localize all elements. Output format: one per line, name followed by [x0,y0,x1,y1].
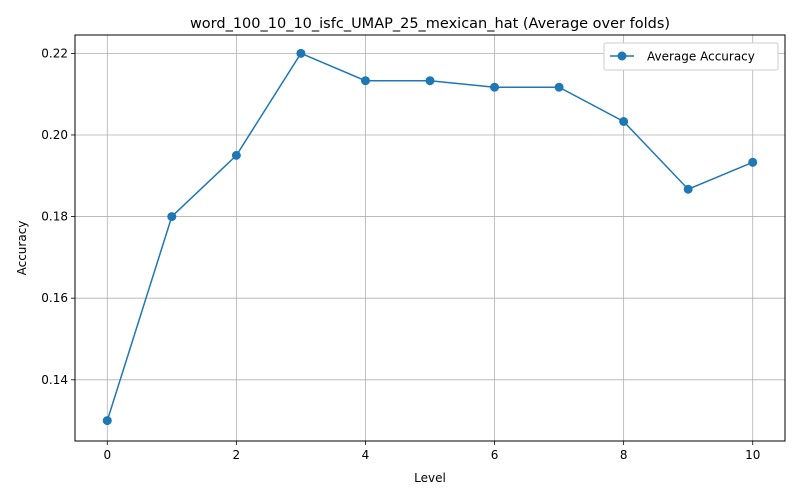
data-point [683,184,693,194]
legend: Average Accuracy [603,42,779,71]
x-tick-label: 6 [491,448,499,462]
data-point [425,76,435,86]
y-axis-label: Accuracy [15,221,29,276]
axis-ticks: 0 2 4 6 8 10 0.14 0.16 0.18 0.20 0.22 [41,46,760,462]
x-axis-label: Level [414,471,446,485]
x-tick-label: 0 [103,448,111,462]
data-point [360,76,370,86]
data-point [490,82,500,92]
grid [75,35,785,441]
data-point [231,150,241,160]
x-tick-label: 4 [362,448,370,462]
data-point [748,157,758,167]
x-tick-label: 8 [620,448,628,462]
y-tick-label: 0.14 [41,373,68,387]
data-point [102,416,112,426]
plot-frame [74,34,786,442]
y-tick-label: 0.18 [41,210,68,224]
y-tick-label: 0.20 [41,128,68,142]
y-tick-label: 0.16 [41,291,68,305]
data-point [167,212,177,222]
legend-marker-swatch [617,51,627,61]
data-point [554,82,564,92]
data-point [296,48,306,58]
x-tick-label: 2 [233,448,241,462]
legend-box [603,42,779,71]
y-tick-label: 0.22 [41,46,68,60]
x-tick-label: 10 [745,448,760,462]
chart-title: word_100_10_10_isfc_UMAP_25_mexican_hat … [190,16,670,32]
data-points [102,48,758,426]
legend-label-average-accuracy: Average Accuracy [647,50,755,64]
data-point [619,117,629,127]
